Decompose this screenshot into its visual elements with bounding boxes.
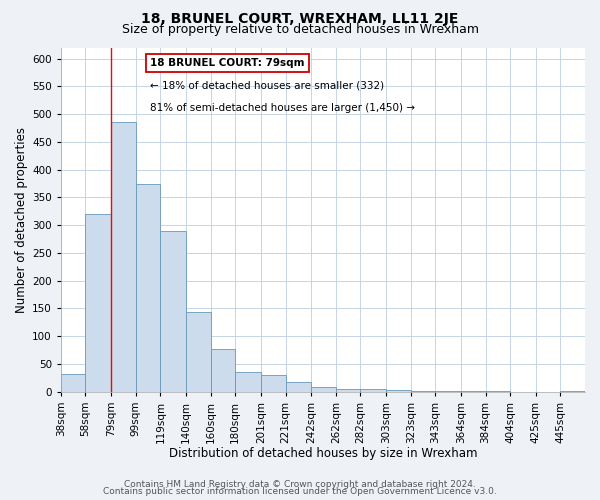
Text: ← 18% of detached houses are smaller (332): ← 18% of detached houses are smaller (33… [150,80,384,90]
X-axis label: Distribution of detached houses by size in Wrexham: Distribution of detached houses by size … [169,447,477,460]
Bar [336,389,361,392]
Bar [136,184,160,392]
Bar [435,391,461,392]
Bar [111,122,136,392]
Text: Contains public sector information licensed under the Open Government Licence v3: Contains public sector information licen… [103,488,497,496]
Text: 18 BRUNEL COURT: 79sqm: 18 BRUNEL COURT: 79sqm [150,58,305,68]
Bar [311,387,336,392]
Bar [286,382,311,392]
Bar [485,391,510,392]
Bar [186,312,211,392]
Y-axis label: Number of detached properties: Number of detached properties [15,126,28,312]
Bar [85,214,111,392]
Text: 81% of semi-detached houses are larger (1,450) →: 81% of semi-detached houses are larger (… [150,102,415,113]
Text: Size of property relative to detached houses in Wrexham: Size of property relative to detached ho… [121,22,479,36]
Text: Contains HM Land Registry data © Crown copyright and database right 2024.: Contains HM Land Registry data © Crown c… [124,480,476,489]
Bar [361,389,386,392]
Bar [160,230,186,392]
Bar [411,390,435,392]
Bar [235,372,261,392]
Text: 18, BRUNEL COURT, WREXHAM, LL11 2JE: 18, BRUNEL COURT, WREXHAM, LL11 2JE [142,12,458,26]
Bar [261,375,286,392]
Bar [211,349,235,392]
Bar [560,391,585,392]
Bar [461,391,485,392]
Bar [386,390,411,392]
Bar [61,374,85,392]
